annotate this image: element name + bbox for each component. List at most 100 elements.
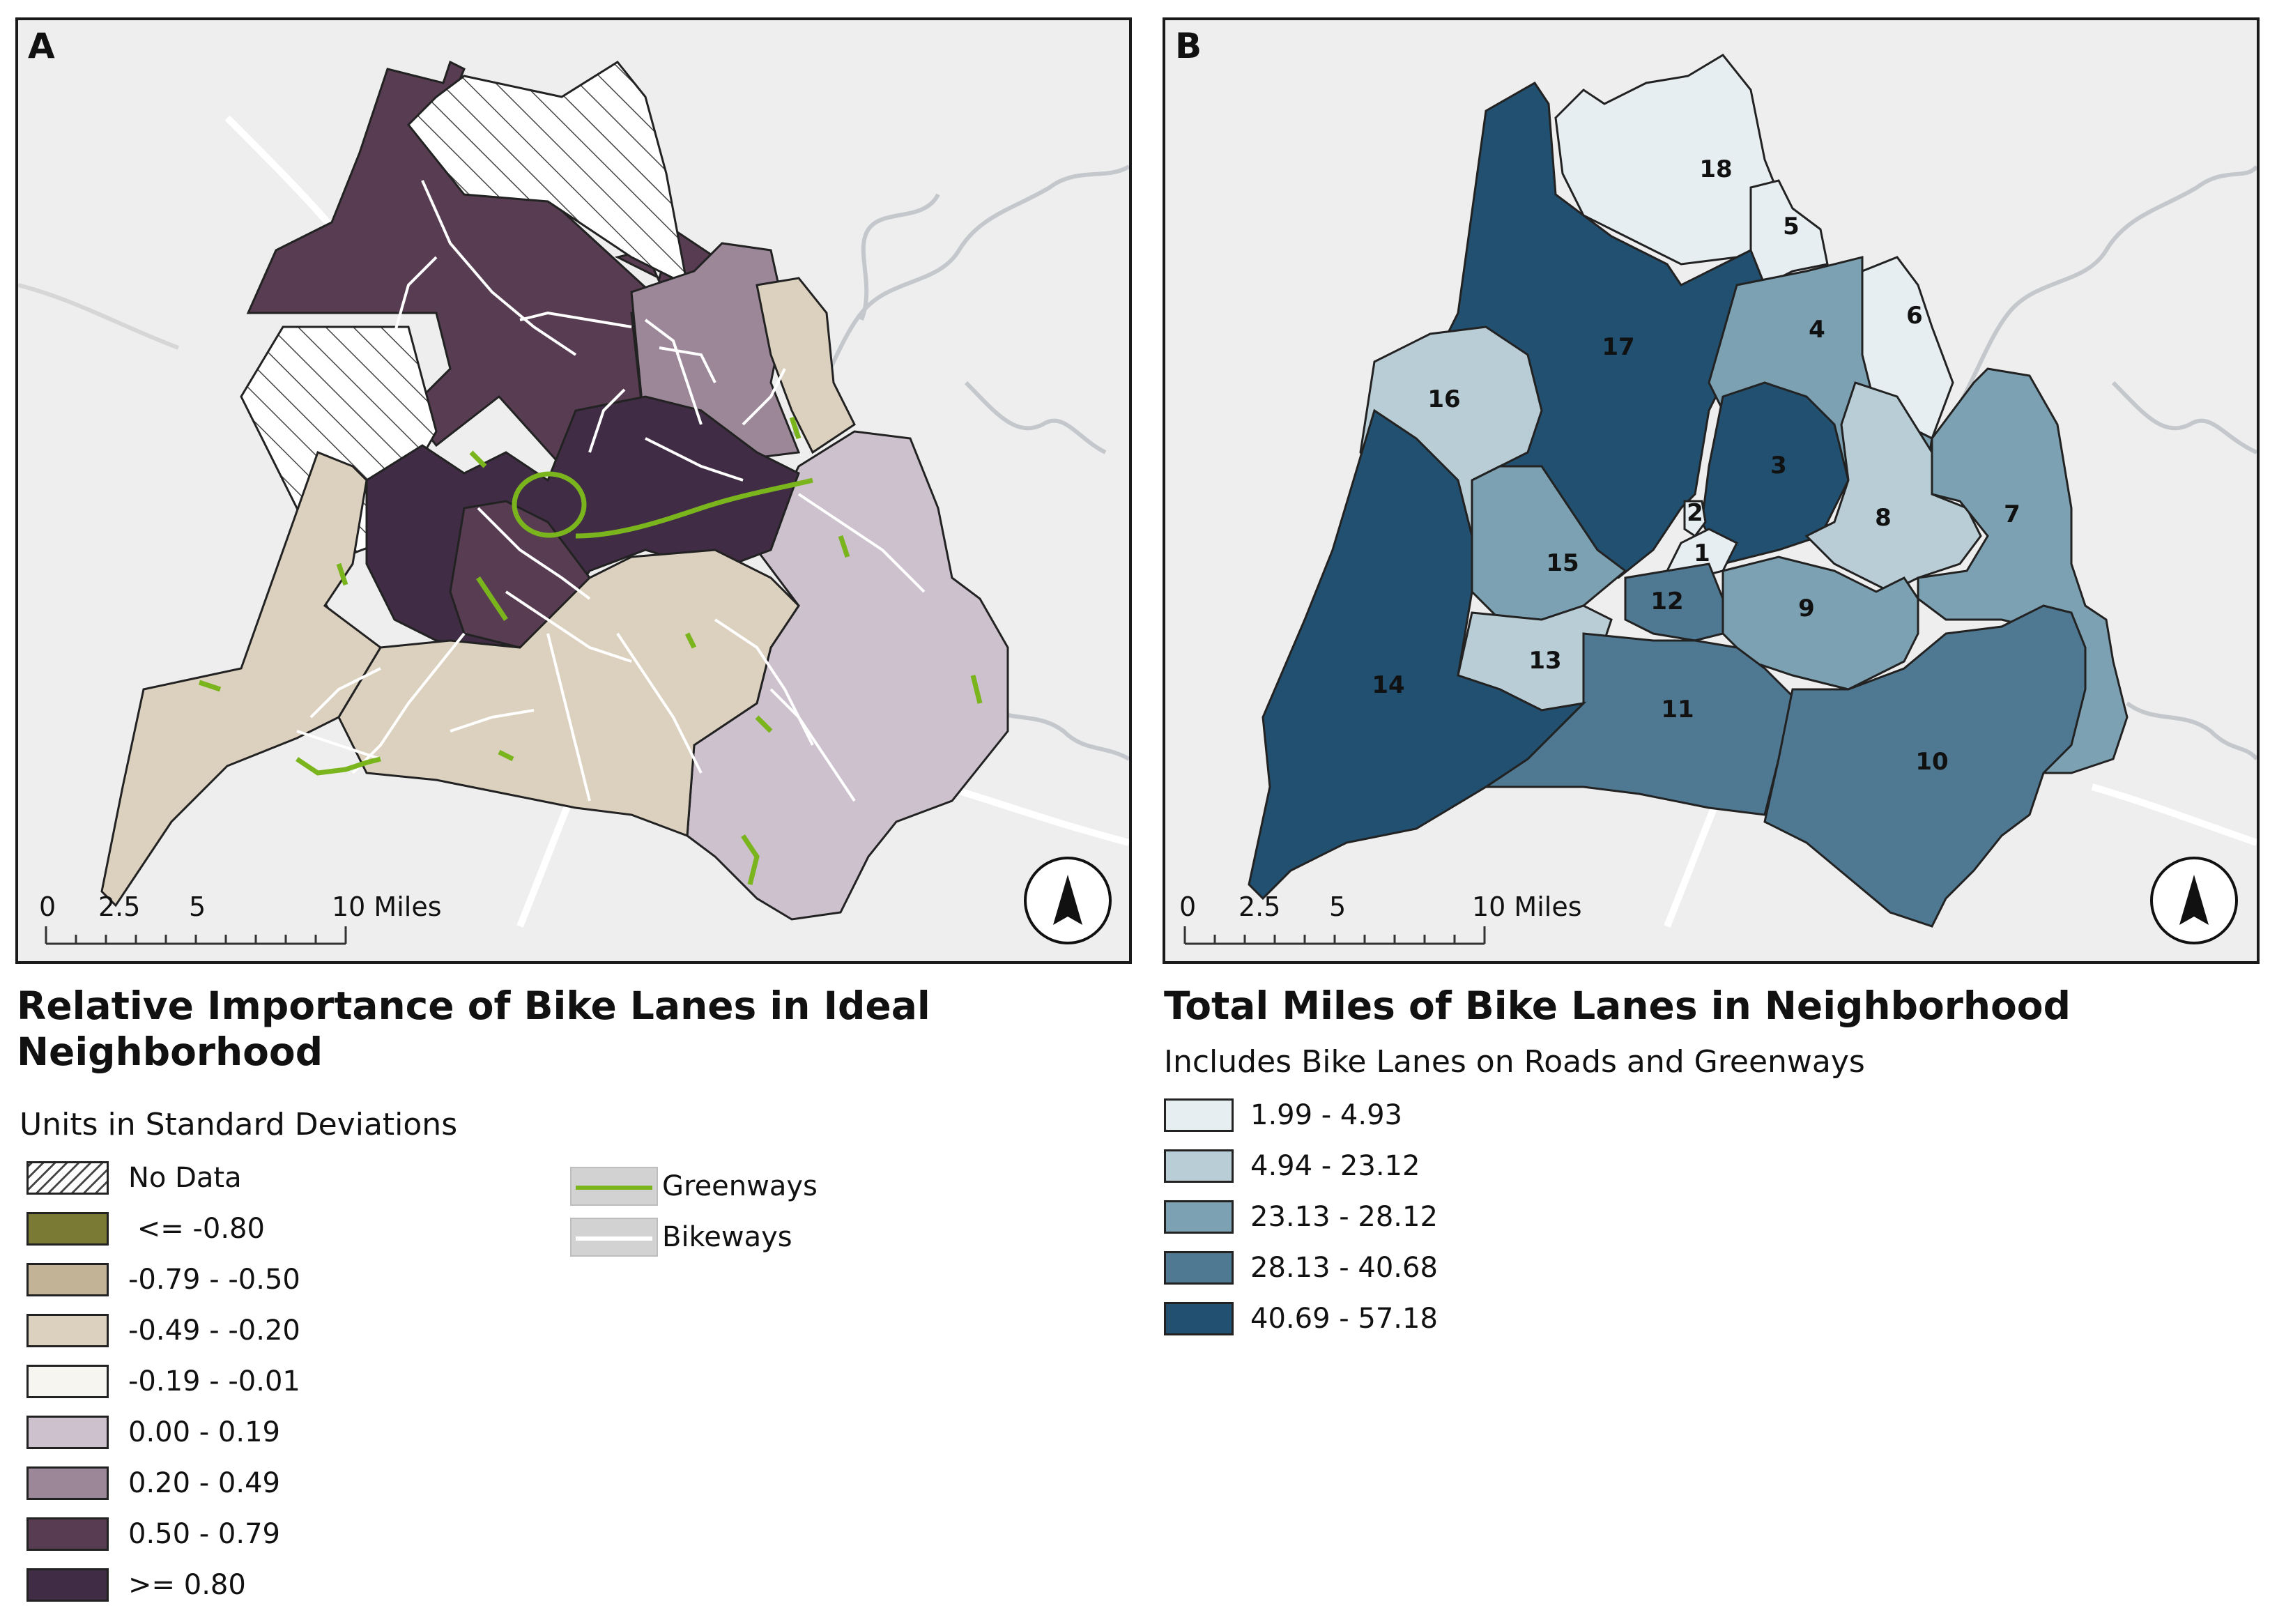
nbhd-14 (1248, 408, 1587, 901)
legend-label: Greenways (662, 1170, 818, 1202)
scale-bar-a (45, 926, 347, 945)
nbhd-12 (1624, 562, 1724, 642)
legend-label: Bikeways (662, 1221, 792, 1253)
legend-swatch (26, 1263, 109, 1296)
label-16: 16 (1427, 385, 1460, 413)
legend-a-item-3: -0.49 - -0.20 (26, 1313, 300, 1348)
legend-a-lines: Greenways Bikeways (570, 1165, 863, 1263)
label-17: 17 (1602, 333, 1634, 361)
legend-label: -0.79 - -0.50 (128, 1264, 300, 1296)
legend-b-item-1: 4.94 - 23.12 (1164, 1149, 1420, 1183)
legend-a-item-7: 0.50 - 0.79 (26, 1517, 280, 1552)
map-b-canvas: 1 2 3 4 5 6 7 8 9 10 11 12 13 14 15 16 1… (1183, 54, 2257, 945)
panel-letter: B (1175, 26, 1202, 66)
legend-a-item-5: 0.00 - 0.19 (26, 1415, 280, 1450)
legend-swatch (26, 1466, 109, 1500)
label-15: 15 (1546, 549, 1579, 577)
greenways (198, 416, 983, 885)
legend-swatch (26, 1416, 109, 1449)
legend-a-item-0: No Data (26, 1160, 242, 1195)
nbhd-18 (1554, 54, 1794, 266)
label-14: 14 (1372, 671, 1404, 699)
nbhd-tan-south (337, 549, 800, 838)
basemap-features (18, 115, 1129, 928)
legend-a-item-4: -0.19 - -0.01 (26, 1364, 300, 1399)
legend-label: -0.49 - -0.20 (128, 1315, 300, 1347)
legend-b-item-0: 1.99 - 4.93 (1164, 1098, 1402, 1133)
label-5: 5 (1783, 213, 1800, 240)
legend-label: 1.99 - 4.93 (1250, 1099, 1402, 1131)
label-10: 10 (1915, 748, 1948, 776)
legend-swatch (1164, 1251, 1234, 1285)
legend-label: 4.94 - 23.12 (1250, 1150, 1420, 1182)
neighborhood-polygons (100, 60, 1009, 921)
legend-label: 0.20 - 0.49 (128, 1467, 280, 1499)
legend-a-title: Relative Importance of Bike Lanes in Ide… (17, 983, 930, 1075)
legend-label: -0.19 - -0.01 (128, 1365, 300, 1397)
legend-greenways: Greenways (570, 1165, 818, 1207)
panel-letter: A (28, 26, 55, 66)
legend-b-item-3: 28.13 - 40.68 (1164, 1250, 1438, 1285)
legend-b-title: Total Miles of Bike Lanes in Neighborhoo… (1164, 983, 2071, 1028)
legend-a-units: Units in Standard Deviations (20, 1107, 458, 1142)
legend-b-item-2: 23.13 - 28.12 (1164, 1200, 1438, 1234)
label-8: 8 (1875, 504, 1892, 532)
legend-label: >= 0.80 (128, 1569, 246, 1601)
label-13: 13 (1528, 647, 1561, 675)
nbhd-5 (1749, 179, 1829, 287)
map-panel-b[interactable]: 1 2 3 4 5 6 7 8 9 10 11 12 13 14 15 16 1… (1163, 17, 2260, 964)
legend-swatch (26, 1314, 109, 1347)
north-arrow-icon (2150, 857, 2238, 944)
nbhd-no-data-north (406, 61, 689, 287)
legend-swatch (1164, 1098, 1234, 1132)
neighborhood-polygons (1248, 54, 2129, 928)
legend-swatch (1164, 1302, 1234, 1335)
legend-label: <= -0.80 (128, 1213, 265, 1245)
legend-swatch (26, 1161, 109, 1195)
bikeway-swatch (570, 1218, 658, 1257)
legend-a-item-1: <= -0.80 (26, 1211, 265, 1246)
legend-a-item-6: 0.20 - 0.49 (26, 1466, 280, 1501)
legend-label: 0.50 - 0.79 (128, 1518, 280, 1550)
nbhd-tan-sw (100, 451, 382, 907)
label-7: 7 (2004, 500, 2020, 528)
nbhd-10 (1763, 604, 2087, 928)
nbhd-tan-ne (756, 277, 856, 454)
nbhd-2 (1683, 500, 1707, 538)
legend-label: No Data (128, 1162, 242, 1194)
nbhd-9 (1721, 556, 1919, 691)
legend-a-title-line2: Neighborhood (17, 1029, 323, 1074)
legend-swatch (26, 1365, 109, 1398)
bikeways (296, 180, 926, 802)
legend-swatch (1164, 1149, 1234, 1183)
label-11: 11 (1661, 696, 1694, 723)
scale-bar-b (1183, 926, 1486, 945)
legend-swatch (1164, 1200, 1234, 1234)
legend-a-item-8: >= 0.80 (26, 1568, 246, 1602)
legend-a: No Data <= -0.80 -0.79 - -0.50 -0.49 - -… (26, 1160, 514, 1614)
legend-label: 28.13 - 40.68 (1250, 1252, 1438, 1284)
map-panel-a[interactable]: A 0 2.5 5 10 Miles (15, 17, 1132, 964)
label-18: 18 (1699, 155, 1732, 183)
label-2: 2 (1687, 499, 1703, 527)
legend-swatch (26, 1212, 109, 1246)
legend-swatch (26, 1517, 109, 1551)
legend-bikeways: Bikeways (570, 1216, 792, 1258)
map-a-canvas (18, 60, 1129, 945)
label-4: 4 (1809, 316, 1825, 344)
legend-b-item-4: 40.69 - 57.18 (1164, 1301, 1438, 1336)
label-3: 3 (1770, 452, 1787, 480)
label-9: 9 (1798, 595, 1815, 622)
legend-label: 40.69 - 57.18 (1250, 1303, 1438, 1335)
north-arrow-icon (1024, 857, 1112, 944)
nbhd-15 (1471, 465, 1627, 621)
label-12: 12 (1650, 588, 1683, 615)
legend-label: 23.13 - 28.12 (1250, 1201, 1438, 1233)
greenway-swatch (570, 1167, 658, 1206)
legend-b-subtitle: Includes Bike Lanes on Roads and Greenwa… (1164, 1044, 1865, 1080)
legend-a-title-line1: Relative Importance of Bike Lanes in Ide… (17, 983, 930, 1028)
label-1: 1 (1694, 539, 1710, 567)
legend-swatch (26, 1568, 109, 1602)
legend-b: 1.99 - 4.93 4.94 - 23.12 23.13 - 28.12 2… (1164, 1098, 1582, 1363)
legend-label: 0.00 - 0.19 (128, 1416, 280, 1448)
